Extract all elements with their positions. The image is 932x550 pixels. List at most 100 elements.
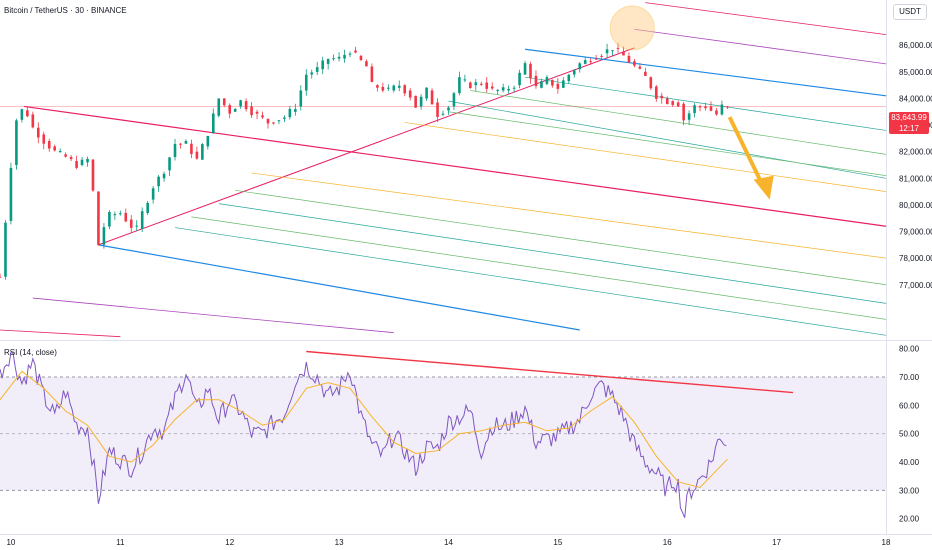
candle-body — [69, 157, 73, 160]
candle-body — [354, 50, 357, 53]
pitchfork-fan-line-1 — [235, 189, 887, 286]
pitchfork2-upper-line — [645, 2, 887, 35]
pitchfork-fan-line-3 — [191, 216, 887, 320]
candle-body — [545, 77, 549, 84]
candle-body — [151, 188, 155, 200]
price-tick-label: 79,000.00 — [899, 228, 932, 237]
pitchfork2-fan-line-2 — [448, 100, 887, 179]
rsi-tick-label: 70.00 — [899, 373, 920, 382]
candle-body — [31, 114, 35, 128]
candle-body — [113, 214, 117, 216]
candle-body — [403, 85, 407, 94]
rsi-tick-label: 80.00 — [899, 345, 920, 354]
candle-body — [671, 101, 675, 105]
candle-body — [479, 83, 483, 85]
pitchfork2-fan-line-4 — [404, 122, 887, 192]
price-tick-label: 77,000.00 — [899, 281, 932, 290]
candle-body — [567, 74, 571, 82]
last-price-badge: 83,643.99 12:17 — [889, 112, 929, 134]
candle-body — [36, 127, 40, 138]
candle-body — [20, 109, 24, 120]
candle-body — [348, 53, 352, 55]
candle-body — [463, 79, 467, 81]
candle-body — [124, 212, 128, 222]
candle-body — [507, 88, 510, 91]
rsi-ma-line — [0, 370, 728, 489]
candle-body — [91, 159, 95, 191]
candle-body — [649, 77, 653, 89]
pitchfork-handle — [98, 47, 635, 246]
candle-body — [693, 105, 696, 114]
currency-badge[interactable]: USDT — [893, 4, 927, 20]
candle-body — [633, 61, 636, 66]
time-tick-label: 13 — [335, 538, 344, 547]
candle-body — [376, 85, 379, 88]
candle-body — [523, 63, 527, 75]
candle-body — [304, 74, 308, 91]
candle-body — [715, 110, 718, 115]
candle-body — [562, 80, 565, 88]
candle-body — [638, 66, 642, 69]
candle-body — [529, 63, 532, 79]
candle-body — [436, 102, 439, 118]
candle-body — [589, 61, 592, 63]
candle-body — [425, 87, 428, 99]
candle-body — [392, 85, 396, 91]
candle-body — [419, 96, 423, 107]
pitchfork2-fan-line-3 — [448, 111, 887, 176]
candle-body — [288, 108, 292, 118]
symbol-title[interactable]: Bitcoin / TetherUS · 30 · BINANCE — [4, 6, 127, 15]
candle-body — [321, 60, 324, 70]
candle-body — [108, 211, 111, 227]
price-tick-label: 82,000.00 — [899, 148, 932, 157]
candle-body — [0, 276, 2, 278]
candle-body — [359, 55, 363, 60]
rsi-tick-label: 40.00 — [899, 458, 920, 467]
pitchfork2-median-line — [524, 48, 887, 97]
candle-body — [611, 50, 614, 52]
candle-body — [222, 98, 226, 106]
candle-body — [332, 58, 335, 60]
candle-body — [146, 202, 149, 213]
candle-body — [458, 77, 461, 94]
price-tick-label: 80,000.00 — [899, 201, 932, 210]
time-tick-label: 12 — [225, 538, 234, 547]
pitchfork2-mid-line — [634, 28, 887, 65]
candle-body — [261, 115, 264, 118]
lower-channel-line-red — [0, 329, 121, 338]
candle-body — [162, 173, 166, 179]
candle-body — [102, 227, 106, 245]
time-tick-label: 16 — [663, 538, 672, 547]
highlight-circle — [609, 5, 655, 51]
candle-body — [414, 95, 417, 108]
candle-body — [490, 86, 494, 89]
candle-body — [310, 72, 314, 75]
candle-body — [58, 151, 62, 153]
candle-body — [682, 103, 685, 121]
candle-body — [447, 107, 450, 111]
candle-body — [622, 51, 625, 56]
candle-body — [370, 66, 374, 82]
candle-body — [283, 117, 286, 119]
candle-body — [75, 161, 78, 168]
candle-body — [244, 101, 248, 110]
bar-countdown: 12:17 — [898, 124, 920, 133]
lower-channel-line — [32, 297, 394, 334]
candle-body — [173, 144, 177, 158]
candle-body — [64, 154, 67, 157]
pitchfork-lower-tine — [98, 244, 580, 331]
time-tick-label: 11 — [116, 538, 125, 547]
last-price: 83,643.99 — [891, 113, 927, 122]
candle-body — [255, 111, 259, 114]
candle-body — [184, 140, 188, 144]
candle-body — [627, 55, 631, 63]
price-tick-label: 86,000.00 — [899, 41, 932, 50]
candle-body — [217, 98, 221, 116]
candle-body — [326, 58, 330, 64]
candle-body — [201, 144, 204, 160]
candle-body — [720, 104, 724, 115]
rsi-title[interactable]: RSI (14, close) — [4, 348, 57, 357]
candle-body — [42, 134, 46, 144]
pitchfork-upper-tine — [23, 105, 887, 227]
